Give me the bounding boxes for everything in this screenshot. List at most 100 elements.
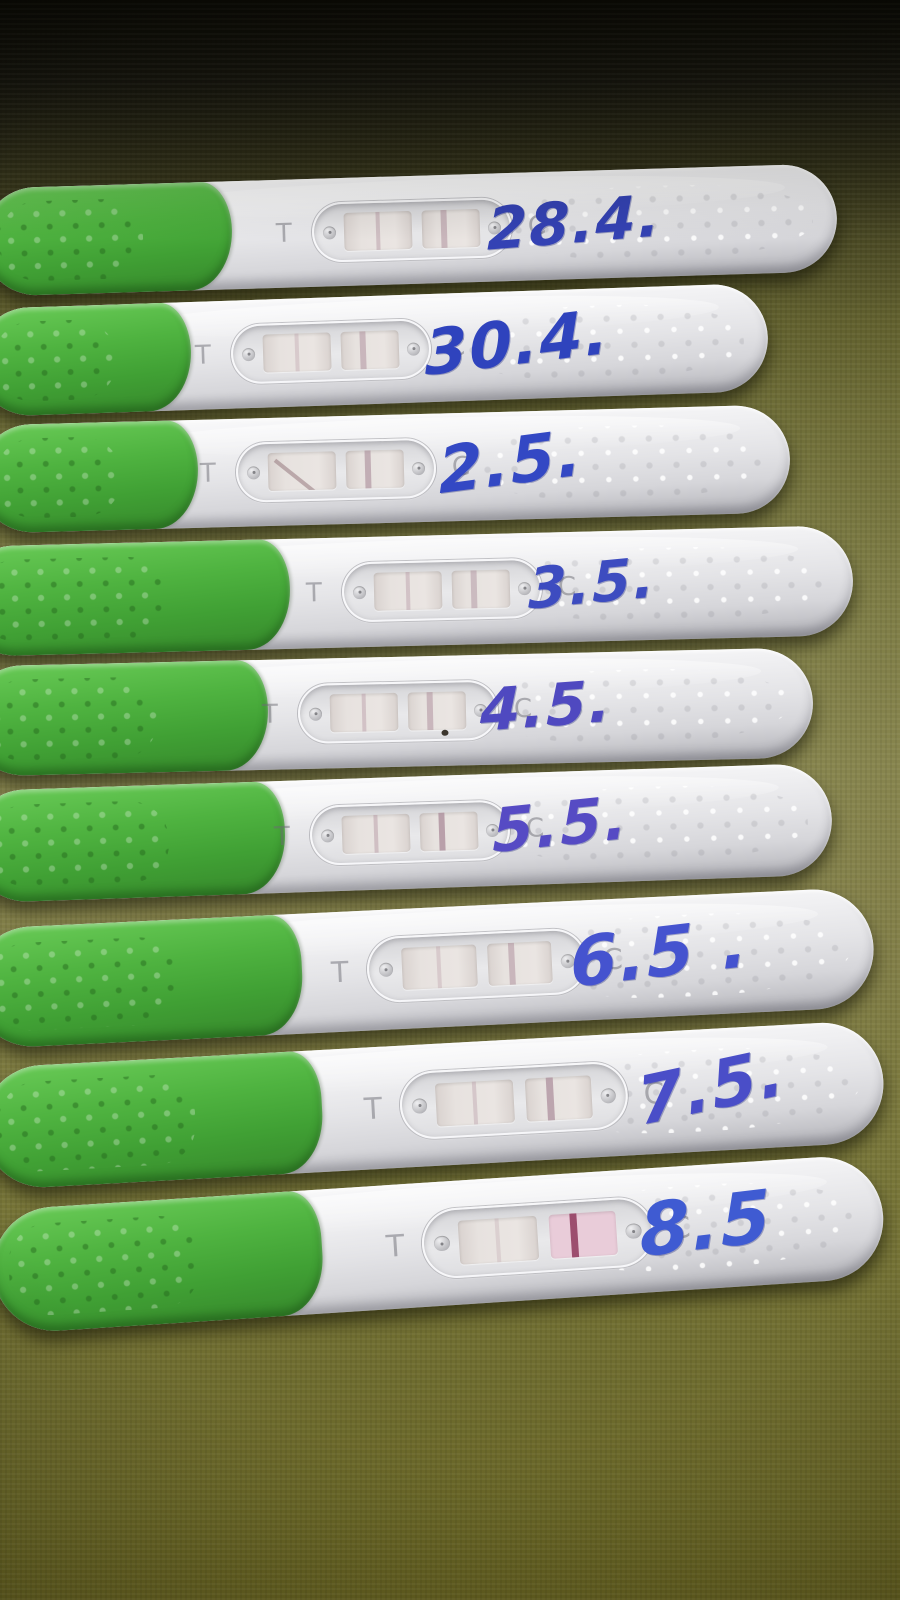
control-line — [364, 450, 372, 489]
test-region — [401, 944, 479, 990]
control-region — [548, 1210, 619, 1259]
test-strip — [434, 1074, 593, 1127]
green-grip-cap — [0, 419, 200, 534]
t-mark: T — [261, 699, 279, 730]
screw-dot-left — [322, 225, 337, 240]
green-grip-cap — [0, 302, 193, 418]
cap-grip-dots — [5, 1213, 203, 1318]
green-grip-cap — [0, 1189, 327, 1335]
control-line — [440, 209, 448, 249]
control-region — [407, 691, 467, 731]
test-strip — [343, 208, 481, 251]
green-grip-cap — [0, 538, 292, 657]
screw-dot-left — [411, 1097, 428, 1114]
control-region — [345, 449, 405, 489]
test-region — [373, 571, 443, 611]
test-strip — [341, 811, 479, 854]
test-region — [341, 813, 411, 854]
screw-dot-right — [600, 1087, 616, 1104]
control-line — [470, 570, 478, 609]
handwritten-date: 5.5. — [491, 782, 630, 868]
green-grip-cap — [0, 659, 270, 777]
pregnancy-test-stick: T C 2.5. — [0, 404, 792, 534]
pregnancy-test-stick: T C 3.5. — [0, 525, 855, 657]
control-line — [426, 692, 434, 731]
test-region — [434, 1078, 516, 1127]
control-line — [507, 942, 517, 985]
test-region — [262, 332, 332, 373]
screw-dot-left — [246, 465, 261, 480]
t-mark: T — [330, 954, 350, 990]
handwritten-date: 28.4. — [486, 181, 662, 264]
result-window — [297, 679, 499, 745]
test-strip — [373, 569, 511, 611]
handwritten-date: 8.5 — [638, 1173, 774, 1274]
green-grip-cap — [0, 1050, 326, 1191]
result-window — [309, 799, 511, 867]
control-region — [487, 941, 553, 986]
test-strip — [262, 330, 400, 373]
t-mark: T — [363, 1090, 384, 1127]
test-strip — [401, 941, 553, 990]
control-line — [545, 1076, 555, 1121]
control-region — [419, 811, 479, 852]
cap-grip-dots — [0, 799, 171, 889]
result-window — [230, 318, 432, 385]
screw-dot-right — [406, 341, 421, 356]
green-grip-cap — [0, 913, 305, 1050]
screw-dot-left — [308, 707, 323, 721]
control-region — [524, 1074, 593, 1122]
control-region — [421, 208, 481, 249]
test-region — [457, 1215, 540, 1265]
cap-grip-dots — [0, 1072, 198, 1174]
test-region — [267, 451, 337, 492]
pregnancy-test-stick: T C 4.5. — [0, 647, 815, 777]
result-window — [311, 196, 513, 263]
t-mark: T — [273, 821, 291, 853]
test-line — [375, 211, 381, 250]
control-line — [569, 1212, 580, 1258]
screw-dot-left — [433, 1235, 450, 1252]
handwritten-date: 3.5. — [527, 545, 657, 623]
cap-grip-dots — [0, 676, 159, 762]
screw-dot-left — [352, 585, 367, 599]
t-mark: T — [199, 458, 217, 489]
test-region — [343, 210, 413, 251]
test-line — [405, 571, 411, 611]
t-mark: T — [275, 218, 293, 249]
result-window — [235, 437, 437, 503]
test-region — [329, 692, 399, 733]
control-line — [438, 812, 446, 851]
cap-grip-dots — [0, 935, 182, 1033]
screw-dot-left — [378, 962, 394, 978]
test-line — [294, 333, 300, 372]
cap-grip-dots — [0, 197, 145, 283]
green-grip-cap — [0, 181, 234, 297]
test-strip — [329, 691, 467, 733]
result-window — [398, 1060, 630, 1141]
green-grip-cap — [0, 780, 287, 904]
test-line — [373, 814, 379, 853]
control-line — [359, 331, 367, 370]
test-line — [494, 1217, 502, 1263]
test-line — [436, 946, 443, 989]
ink-speck — [441, 729, 449, 736]
cap-grip-dots — [0, 435, 123, 520]
screw-dot-right — [411, 461, 426, 475]
diagonal-smudge — [273, 459, 323, 492]
result-window — [341, 557, 543, 623]
test-strip — [267, 449, 405, 492]
test-line — [471, 1080, 478, 1125]
test-strip — [457, 1210, 619, 1265]
cap-grip-dots — [0, 318, 119, 403]
t-mark: T — [384, 1228, 406, 1265]
control-region — [451, 569, 511, 609]
t-mark: T — [194, 340, 212, 371]
test-line — [361, 693, 367, 732]
screw-dot-left — [241, 347, 256, 361]
handwritten-date: 4.5. — [479, 666, 613, 745]
control-region — [340, 330, 400, 371]
t-mark: T — [305, 578, 323, 609]
screw-dot-left — [320, 828, 335, 843]
